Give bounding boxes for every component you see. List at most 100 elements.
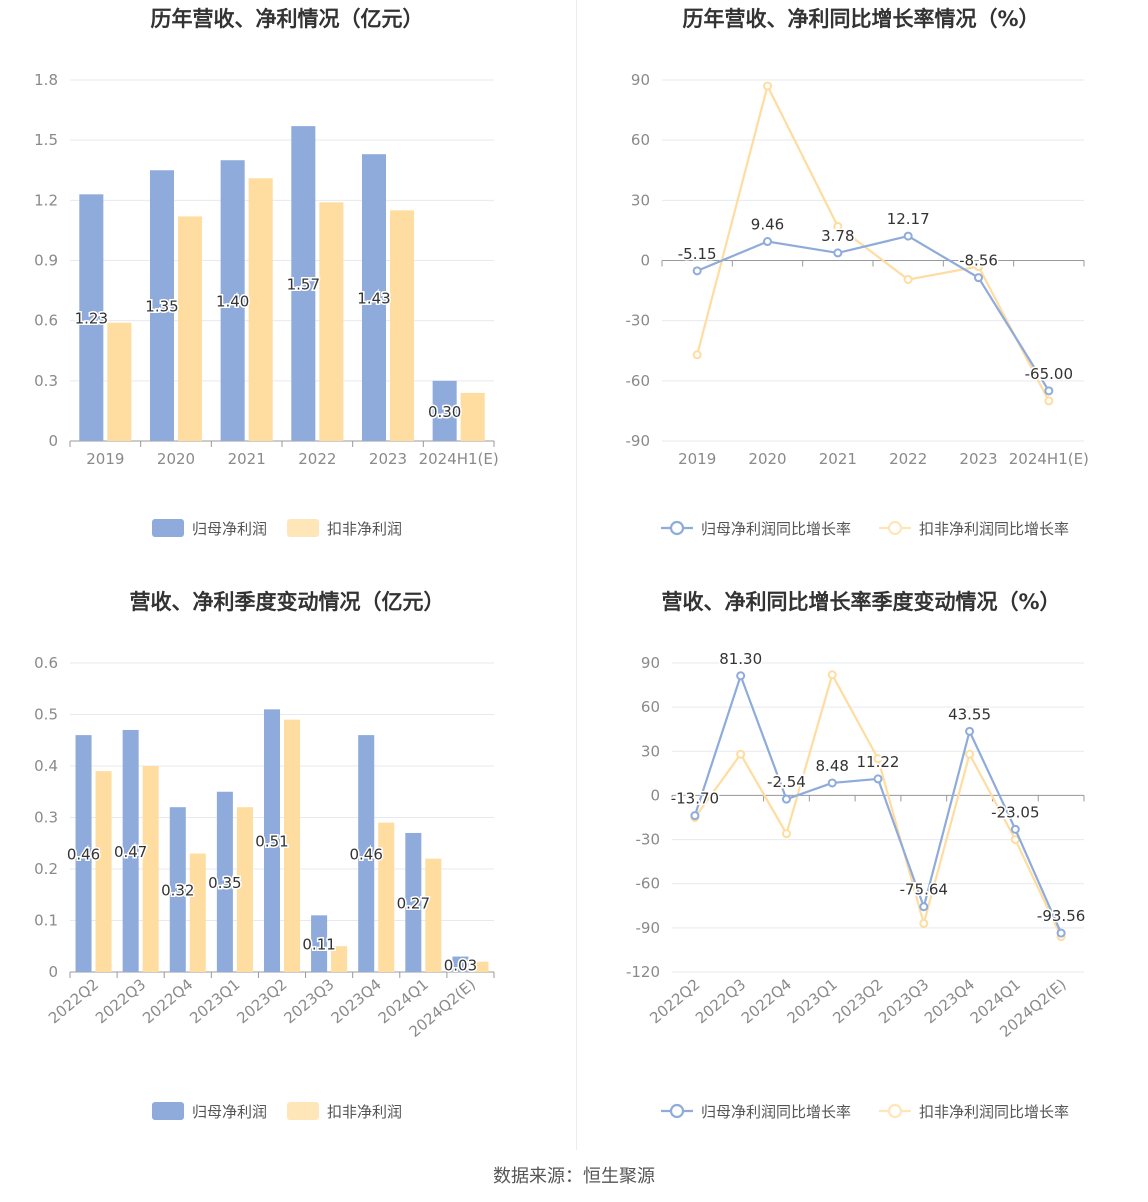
point-data-label: 81.30 [719, 650, 762, 668]
bar-deducted-net-profit [189, 853, 206, 972]
point-data-label: -2.54 [767, 773, 806, 791]
y-tick-label: 90 [641, 654, 660, 672]
x-tick-label: 2023Q1 [186, 975, 243, 1027]
data-point [903, 231, 913, 241]
x-tick-label: 2023Q3 [281, 975, 338, 1027]
y-tick-label: 0 [48, 963, 58, 981]
data-point [690, 811, 700, 821]
data-point [873, 774, 883, 784]
bar-deducted-net-profit [425, 858, 442, 972]
x-tick-label: 2023Q1 [784, 975, 841, 1027]
point-data-label: 9.46 [751, 216, 784, 234]
chart-title: 历年营收、净利同比增长率情况（%） [682, 7, 1039, 31]
x-tick-label: 2022Q3 [92, 975, 149, 1027]
bar-data-label: 0.03 [444, 956, 477, 974]
series-line-deducted-growth [696, 82, 1050, 402]
x-tick-label: 2019 [86, 450, 124, 468]
x-tick-label: 2020 [748, 450, 786, 468]
y-tick-label: -60 [626, 372, 651, 390]
annual-profit-chart: 历年营收、净利情况（亿元） 0 0.3 0.6 0.9 1.2 1.5 1.8 2019 2020… [0, 0, 574, 585]
x-tick-label: 2021 [819, 450, 857, 468]
x-tick-label: 2023Q2 [829, 975, 886, 1027]
legend-label: 扣非净利润同比增长率 [919, 1103, 1069, 1121]
bar-parent-net-profit [291, 126, 316, 441]
x-tick-label: 2022Q2 [646, 975, 703, 1027]
bar-deducted-net-profit [178, 216, 203, 441]
legend-swatch [152, 519, 184, 537]
bar-parent-net-profit [122, 729, 139, 972]
data-point [763, 237, 772, 247]
y-tick-label: -120 [626, 963, 660, 981]
bar-deducted-net-profit [236, 807, 253, 972]
bar-data-label: 0.35 [208, 874, 241, 892]
y-tick-label: -90 [636, 919, 661, 937]
bar-parent-net-profit [405, 832, 422, 972]
x-tick-label: 2023 [959, 450, 997, 468]
x-tick-label: 2022Q4 [738, 975, 795, 1027]
bar-deducted-net-profit [472, 961, 489, 972]
legend-marker [669, 520, 685, 536]
data-point [736, 749, 746, 759]
x-tick-label: 2024H1(E) [419, 450, 499, 468]
y-tick-label: 0.1 [34, 912, 58, 930]
y-tick-label: -90 [626, 432, 651, 450]
data-point [827, 778, 837, 788]
bar-data-label: 0.46 [350, 846, 383, 864]
series-line-parent-growth [696, 234, 1050, 392]
bar-parent-net-profit [311, 915, 328, 972]
quarterly-growth-chart: 营收、净利同比增长率季度变动情况（%） -120 -90 -60 -30 0 30 60 90 2… [574, 583, 1148, 1168]
data-point [692, 266, 702, 276]
bar-deducted-net-profit [319, 202, 344, 441]
chart-title: 营收、净利季度变动情况（亿元） [130, 590, 445, 614]
bar-parent-net-profit [79, 194, 104, 441]
y-tick-label: 0.3 [34, 372, 58, 390]
y-tick-label: 0.9 [34, 252, 58, 270]
data-point [763, 81, 772, 91]
legend-label: 归母净利润同比增长率 [701, 1103, 851, 1121]
bar-deducted-net-profit [142, 766, 159, 972]
legend-marker [669, 1103, 685, 1119]
x-tick-label: 2023Q2 [233, 975, 290, 1027]
bar-data-label: 0.30 [428, 403, 461, 421]
x-tick-label: 2022Q4 [139, 975, 196, 1027]
legend-marker [887, 1103, 903, 1119]
data-point [736, 671, 746, 681]
bar-data-label: 1.35 [145, 298, 178, 316]
data-source-note: 数据来源：恒生聚源 [493, 1166, 655, 1187]
bar-deducted-net-profit [284, 719, 301, 972]
data-point [919, 902, 929, 912]
data-point [974, 273, 983, 283]
y-tick-label: 0.6 [34, 654, 58, 672]
data-point [781, 829, 791, 839]
y-tick-label: 0 [48, 432, 58, 450]
x-tick-label: 2023Q4 [921, 975, 978, 1027]
panel-divider [576, 0, 577, 1150]
point-data-label: -93.56 [1037, 907, 1085, 925]
bar-deducted-net-profit [460, 392, 485, 441]
chart-title: 营收、净利同比增长率季度变动情况（%） [661, 590, 1060, 614]
y-tick-label: -60 [636, 875, 661, 893]
x-tick-label: 2022 [889, 450, 927, 468]
x-tick-label: 2019 [678, 450, 716, 468]
y-tick-label: 0.2 [34, 860, 58, 878]
legend-label: 归母净利润同比增长率 [701, 520, 851, 538]
bar-deducted-net-profit [248, 178, 273, 441]
y-tick-label: -30 [626, 312, 651, 330]
y-tick-label: 0.3 [34, 809, 58, 827]
bar-parent-net-profit [361, 154, 386, 441]
point-data-label: -23.05 [991, 803, 1039, 821]
point-data-label: -75.64 [900, 881, 948, 899]
y-tick-label: 0.5 [34, 706, 58, 724]
x-tick-label: 2021 [228, 450, 266, 468]
bar-deducted-net-profit [95, 771, 112, 972]
point-data-label: 12.17 [887, 210, 930, 228]
quarterly-profit-chart-svg: 营收、净利季度变动情况（亿元） 0 0.1 0.2 0.3 0.4 0.5 0.6 2022Q2… [34, 590, 495, 1121]
y-tick-label: 1.8 [34, 71, 58, 89]
y-tick-label: 0 [650, 786, 660, 804]
data-point [965, 726, 975, 736]
bar-parent-net-profit [220, 160, 245, 441]
point-data-label: -65.00 [1025, 365, 1073, 383]
data-point [827, 670, 837, 680]
legend-swatch [287, 1102, 319, 1120]
bar-parent-net-profit [75, 735, 92, 972]
